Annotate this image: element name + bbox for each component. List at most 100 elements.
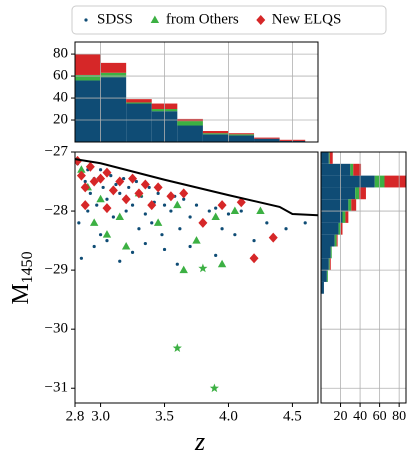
hist-bar bbox=[75, 80, 101, 142]
hist-bar bbox=[126, 99, 152, 103]
point bbox=[137, 227, 141, 231]
point bbox=[220, 227, 224, 231]
point bbox=[217, 259, 227, 268]
point bbox=[188, 215, 192, 219]
y-tick-label: −31 bbox=[45, 380, 68, 396]
point bbox=[105, 238, 109, 243]
point bbox=[249, 253, 259, 264]
point bbox=[284, 227, 288, 231]
point bbox=[130, 203, 135, 207]
hist-bar bbox=[334, 234, 337, 247]
point bbox=[214, 253, 218, 257]
hist-bar bbox=[177, 125, 203, 142]
hist-bar bbox=[321, 281, 324, 294]
y-axis-label-main: M bbox=[8, 283, 34, 304]
hist-bar bbox=[126, 102, 152, 104]
x-tick-label: 3.0 bbox=[91, 408, 110, 424]
point bbox=[98, 168, 103, 172]
hist-bar bbox=[228, 134, 255, 136]
hist-bar bbox=[321, 258, 329, 271]
point bbox=[230, 206, 240, 215]
point bbox=[118, 191, 122, 195]
y-axis-label-sub: 1450 bbox=[19, 251, 36, 283]
point bbox=[96, 194, 105, 203]
hist-bar bbox=[202, 133, 229, 135]
y-tick-label: 60 bbox=[53, 68, 68, 84]
x-tick-label: 60 bbox=[373, 409, 387, 424]
hist-bar bbox=[338, 222, 341, 235]
legend-marker bbox=[256, 15, 266, 25]
point bbox=[89, 176, 99, 187]
hist-bar bbox=[321, 187, 356, 200]
point bbox=[102, 203, 112, 214]
hist-bar bbox=[350, 163, 354, 176]
point bbox=[173, 200, 182, 209]
point bbox=[108, 185, 118, 196]
hist-bar bbox=[75, 74, 101, 81]
point bbox=[236, 197, 246, 208]
y-tick-label: 20 bbox=[53, 111, 68, 127]
y-tick-label: 80 bbox=[53, 46, 68, 62]
hist-bar bbox=[355, 187, 360, 200]
point bbox=[121, 241, 131, 250]
y-tick-label: 40 bbox=[53, 89, 68, 105]
hist-bar bbox=[228, 133, 255, 135]
point bbox=[80, 200, 90, 211]
point bbox=[239, 209, 243, 213]
hist-bar bbox=[202, 134, 229, 142]
point bbox=[121, 194, 131, 205]
hist-bar bbox=[359, 187, 366, 200]
point bbox=[198, 263, 208, 273]
point bbox=[147, 200, 157, 211]
hist-bar bbox=[100, 77, 127, 142]
point bbox=[160, 233, 164, 237]
hist-bar bbox=[321, 234, 335, 247]
point bbox=[303, 221, 307, 225]
x-tick-label: 4.5 bbox=[283, 408, 302, 424]
legend-marker bbox=[84, 18, 88, 22]
plot-frame bbox=[320, 151, 407, 404]
hist-bar bbox=[100, 72, 127, 78]
point bbox=[143, 212, 147, 216]
hist-bar bbox=[328, 152, 330, 164]
hist-bar bbox=[321, 152, 329, 164]
point bbox=[211, 212, 220, 220]
point bbox=[75, 155, 83, 166]
point bbox=[105, 197, 109, 201]
point bbox=[115, 212, 124, 220]
y-tick-label: −30 bbox=[45, 321, 68, 337]
point bbox=[166, 191, 176, 202]
point bbox=[256, 206, 265, 215]
point bbox=[209, 383, 219, 393]
y-tick-label: −28 bbox=[45, 202, 68, 218]
point bbox=[150, 221, 154, 225]
hist-bar bbox=[321, 199, 349, 212]
plot-frame bbox=[74, 151, 319, 404]
point bbox=[76, 170, 86, 181]
hist-bar bbox=[254, 137, 280, 139]
point bbox=[178, 227, 182, 231]
hist-bar bbox=[75, 54, 101, 75]
y-axis-label: M1450 bbox=[8, 251, 36, 304]
hist-bar bbox=[353, 163, 362, 176]
point bbox=[111, 215, 115, 219]
point bbox=[226, 212, 231, 216]
point bbox=[169, 209, 173, 213]
point bbox=[118, 259, 122, 263]
y-tick-label: −27 bbox=[45, 143, 69, 159]
legend-box bbox=[71, 5, 387, 35]
x-tick-label: 4.0 bbox=[219, 408, 238, 424]
point bbox=[86, 209, 90, 213]
point bbox=[115, 176, 125, 187]
hist-bar bbox=[342, 211, 346, 223]
legend-label: from Others bbox=[166, 11, 239, 27]
point bbox=[98, 233, 103, 237]
point bbox=[143, 241, 147, 246]
point bbox=[179, 265, 188, 274]
hist-bar bbox=[100, 62, 127, 73]
point bbox=[217, 200, 227, 211]
hist-bar bbox=[329, 152, 333, 164]
point bbox=[89, 218, 99, 226]
hist-bar bbox=[329, 258, 331, 271]
